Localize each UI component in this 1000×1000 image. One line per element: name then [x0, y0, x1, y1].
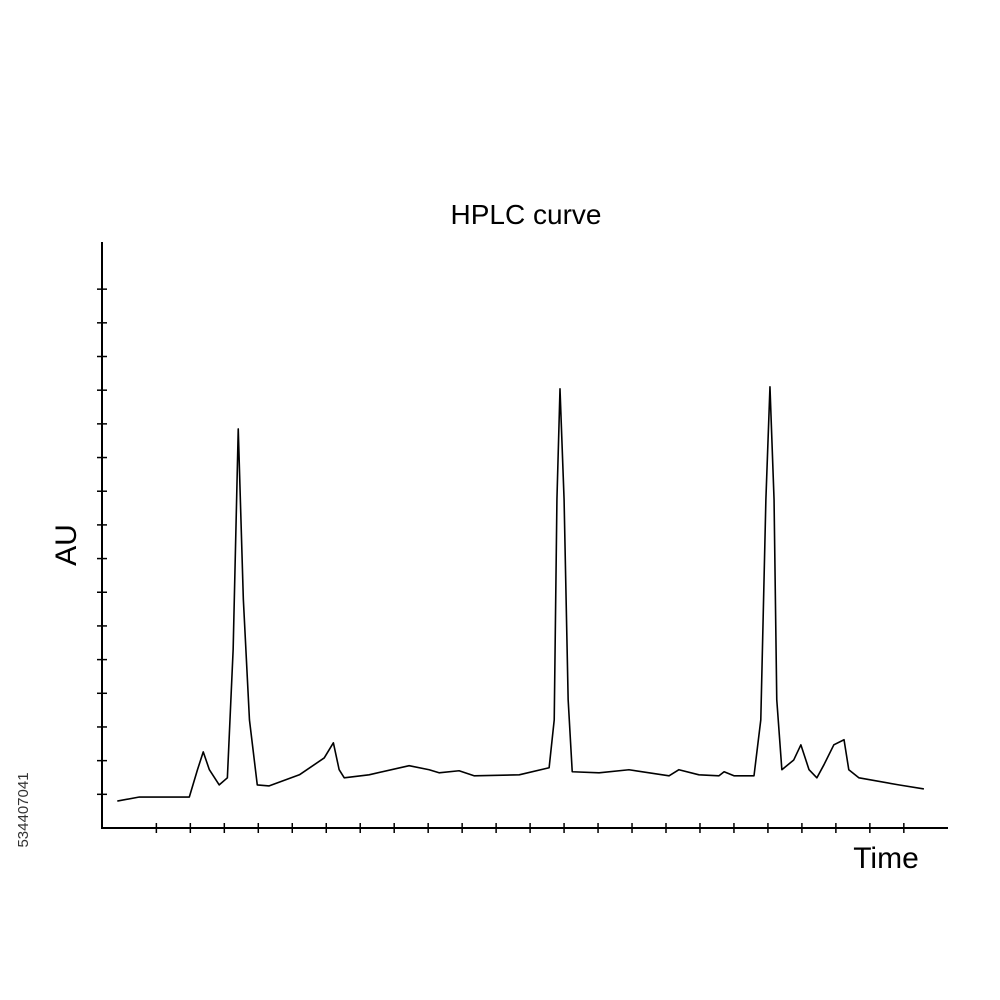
line-series: [117, 386, 925, 802]
watermark-id: 534407041: [15, 772, 32, 847]
chart-title: HPLC curve: [451, 199, 602, 230]
y-axis-label: AU: [50, 524, 83, 566]
x-axis-label: Time: [853, 842, 919, 875]
